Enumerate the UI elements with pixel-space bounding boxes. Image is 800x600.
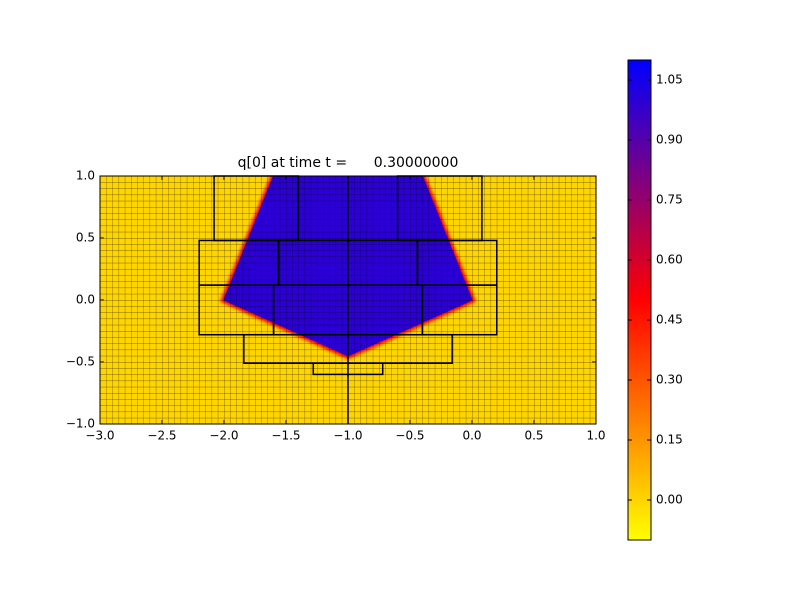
colorbar-tick-label: 0.15 — [656, 433, 683, 447]
x-tick-label: 0.0 — [462, 429, 481, 443]
y-tick-label: 1.0 — [76, 169, 95, 183]
y-tick-label: −1.0 — [66, 417, 95, 431]
colorbar-tick-label: 1.05 — [656, 73, 683, 87]
colorbar-tick-label: 0.00 — [656, 493, 683, 507]
colorbar-tick-label: 0.30 — [656, 373, 683, 387]
colorbar-tick-label: 0.45 — [656, 313, 683, 327]
x-tick-label: 1.0 — [586, 429, 605, 443]
x-tick-label: −0.5 — [395, 429, 424, 443]
x-tick-label: −2.0 — [209, 429, 238, 443]
x-tick-label: −3.0 — [85, 429, 114, 443]
colorbar-tick-label: 0.75 — [656, 193, 683, 207]
x-tick-label: −1.5 — [271, 429, 300, 443]
colorbar-tick-label: 0.90 — [656, 133, 683, 147]
x-tick-label: −1.0 — [333, 429, 362, 443]
chart-title: q[0] at time t = 0.30000000 — [238, 155, 459, 171]
colorbar-tick-label: 0.60 — [656, 253, 683, 267]
x-tick-label: 0.5 — [524, 429, 543, 443]
y-tick-label: 0.0 — [76, 293, 95, 307]
x-tick-label: −2.5 — [147, 429, 176, 443]
y-tick-label: −0.5 — [66, 355, 95, 369]
y-tick-label: 0.5 — [76, 231, 95, 245]
colorbar — [627, 59, 652, 541]
